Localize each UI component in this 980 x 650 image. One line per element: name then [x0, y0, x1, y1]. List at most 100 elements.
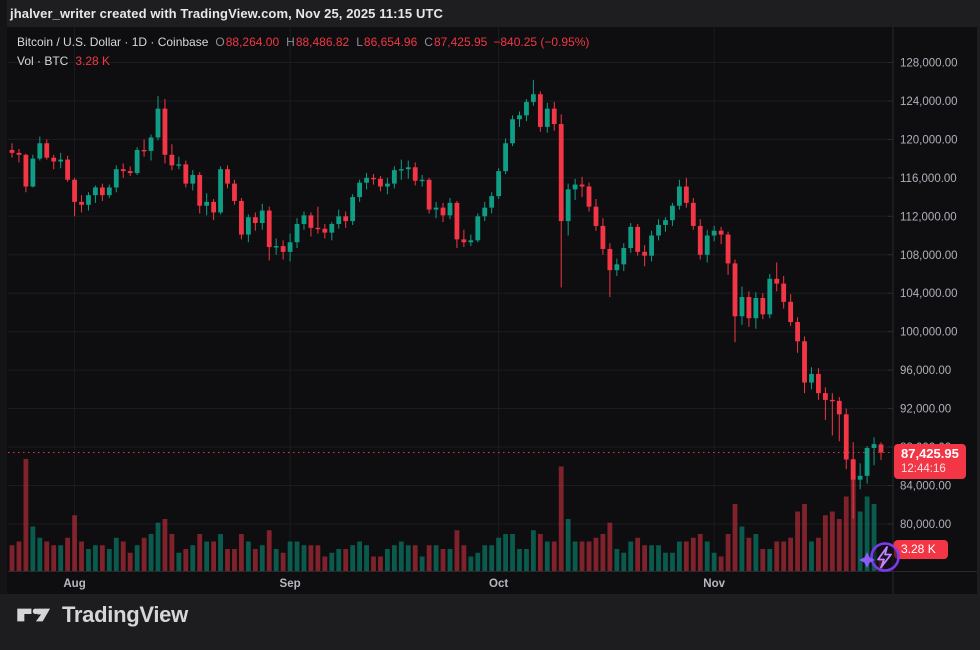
volume-bar	[398, 541, 404, 572]
candle-body	[93, 187, 98, 196]
candle-body	[155, 108, 161, 138]
volume-bar	[829, 511, 835, 572]
volume-bar	[704, 541, 710, 572]
candle-body	[544, 108, 550, 127]
high-value: 88,486.82	[295, 35, 350, 49]
candle-body	[670, 205, 675, 221]
candle-body	[287, 242, 293, 252]
volume-bar	[350, 545, 356, 572]
time-axis-month-label: Oct	[489, 578, 508, 590]
last-price-value: 87,425.95	[901, 446, 959, 461]
volume-bar	[245, 541, 251, 572]
bar-close-countdown: 12:44:16	[901, 463, 946, 475]
candle-body	[378, 178, 383, 187]
volume-bar	[301, 545, 307, 572]
candle-body	[850, 459, 856, 480]
volume-bar	[405, 545, 411, 572]
chart-background	[7, 27, 977, 594]
volume-bar	[489, 545, 495, 572]
price-axis-label: 96,000.00	[900, 365, 951, 377]
candle-body	[273, 246, 279, 248]
candle-body	[836, 400, 842, 415]
candle-body	[725, 234, 731, 264]
volume-bar	[412, 545, 418, 572]
volume-bar	[524, 549, 529, 572]
candle-body	[9, 149, 15, 153]
candle-body	[412, 167, 418, 181]
candle-body	[197, 174, 203, 206]
candle-body	[218, 169, 223, 213]
candle-body	[252, 217, 258, 224]
candle-body	[127, 171, 133, 174]
volume-bar	[496, 537, 502, 572]
candle-body	[72, 179, 77, 202]
candle-body	[385, 183, 390, 187]
candle-body	[461, 239, 467, 243]
price-axis-label: 80,000.00	[900, 519, 951, 531]
volume-bar	[836, 519, 842, 572]
low-label: L	[356, 35, 363, 49]
volume-bar	[134, 545, 140, 572]
candle-body	[857, 475, 863, 480]
candle-body	[697, 225, 703, 255]
volume-bar	[378, 556, 383, 572]
volume-bar	[419, 556, 425, 572]
flash-emoji-sticker[interactable]	[856, 532, 906, 582]
candle-body	[871, 444, 877, 448]
candle-body	[489, 196, 495, 208]
sparkle-star-icon	[859, 552, 875, 568]
volume-bar	[725, 534, 731, 572]
volume-bar	[176, 552, 182, 572]
volume-bar	[857, 511, 863, 572]
candle-body	[357, 182, 362, 198]
volume-bar	[364, 545, 369, 572]
candle-body	[134, 149, 140, 174]
volume-bar	[621, 552, 627, 572]
volume-bar	[426, 545, 432, 572]
candle-body	[496, 171, 502, 197]
candle-body	[364, 177, 369, 183]
candle-body	[690, 202, 696, 226]
volume-bar	[781, 541, 787, 572]
candle-body	[280, 246, 286, 252]
candle-body	[753, 298, 759, 319]
candle-body	[86, 195, 91, 205]
price-axis-label: 124,000.00	[900, 96, 958, 108]
candle-body	[774, 278, 780, 284]
volume-bar	[58, 545, 64, 572]
candle-body	[649, 235, 654, 256]
volume-bar	[23, 459, 29, 572]
last-price-axis-label: 87,425.95 12:44:16	[894, 444, 966, 479]
candle-body	[718, 230, 724, 235]
volume-bar	[503, 534, 508, 572]
price-axis-label: 112,000.00	[900, 211, 957, 223]
left-edge-strip	[0, 0, 7, 594]
volume-bar	[663, 552, 668, 572]
tradingview-logo[interactable]: TradingView	[16, 602, 188, 628]
candle-body	[315, 227, 321, 230]
volume-bar	[767, 549, 773, 572]
candle-body	[607, 248, 613, 271]
volume-bar	[809, 541, 814, 572]
volume-bar	[544, 541, 550, 572]
volume-bar	[642, 545, 648, 572]
candle-body	[391, 170, 397, 184]
volume-bar	[93, 545, 98, 572]
candle-body	[204, 201, 210, 206]
candle-body	[371, 177, 376, 180]
volume-bar	[371, 556, 376, 572]
candle-body	[558, 124, 564, 222]
volume-bar	[565, 519, 571, 572]
candle-body	[294, 223, 300, 243]
volume-bar	[106, 549, 112, 572]
volume-bar	[218, 534, 223, 572]
candlestick-chart[interactable]: 128,000.00 124,000.00 120,000.00 116,000.00…	[7, 27, 980, 594]
candle-body	[454, 202, 460, 240]
candle-body	[829, 399, 835, 402]
symbol-title[interactable]: Bitcoin / U.S. Dollar · 1D · Coinbase	[17, 35, 209, 49]
volume-bar	[183, 549, 189, 572]
candle-body	[190, 174, 196, 184]
volume-bar	[197, 534, 203, 572]
candle-body	[600, 225, 606, 249]
